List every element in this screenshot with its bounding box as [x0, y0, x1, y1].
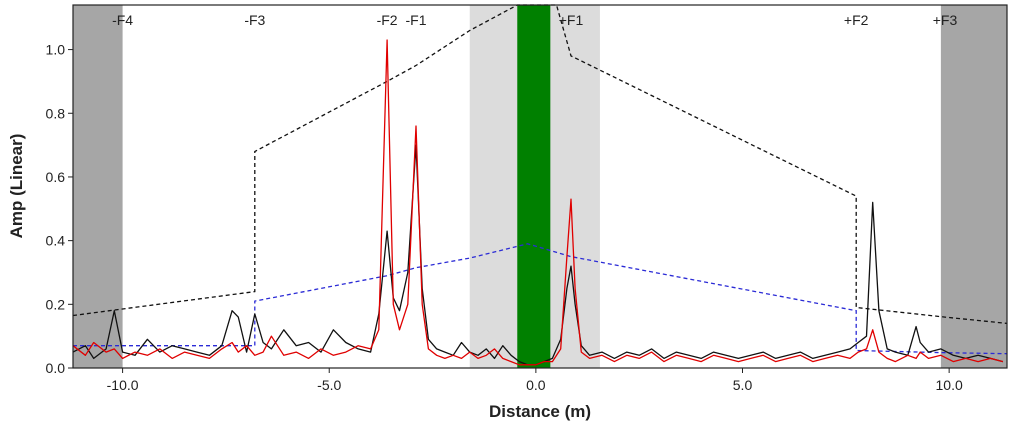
x-axis-ticks: -10.0 -5.0 0.0 5.0 10.0 — [107, 368, 963, 393]
x-tick-label-3: 5.0 — [733, 377, 753, 393]
zone-label-3: -F1 — [406, 12, 427, 28]
x-tick-label-4: 10.0 — [936, 377, 963, 393]
zone-band-3 — [940, 5, 1007, 368]
zone-label-0: -F4 — [112, 12, 133, 28]
zone-band-0 — [73, 5, 123, 368]
y-tick-label-5: 1.0 — [46, 42, 66, 58]
series-line-0 — [72, 144, 1004, 366]
zone-label-5: +F2 — [844, 12, 869, 28]
series-lines — [72, 39, 1004, 366]
zone-bands — [73, 5, 1007, 368]
x-axis-title: Distance (m) — [489, 402, 591, 421]
zone-band-2 — [517, 5, 551, 368]
x-tick-label-0: -10.0 — [107, 377, 139, 393]
y-tick-label-4: 0.8 — [46, 105, 66, 121]
zone-label-2: -F2 — [377, 12, 398, 28]
x-tick-label-1: -5.0 — [317, 377, 341, 393]
series-line-1 — [72, 39, 1004, 366]
y-tick-label-1: 0.2 — [46, 296, 66, 312]
y-tick-label-0: 0.0 — [46, 360, 66, 376]
threshold-line-blue — [73, 243, 1008, 355]
zone-label-4: +F1 — [559, 12, 584, 28]
y-tick-label-2: 0.4 — [46, 233, 66, 249]
zone-labels: -F4 -F3 -F2 -F1 +F1 +F2 +F3 — [112, 12, 957, 28]
y-axis-ticks: 0.0 0.2 0.4 0.6 0.8 1.0 — [46, 42, 73, 376]
y-axis-title: Amp (Linear) — [7, 134, 26, 239]
zone-label-6: +F3 — [933, 12, 958, 28]
x-tick-label-2: 0.0 — [526, 377, 546, 393]
zone-label-1: -F3 — [244, 12, 265, 28]
plot-frame — [72, 4, 1008, 369]
y-tick-label-3: 0.6 — [46, 169, 66, 185]
